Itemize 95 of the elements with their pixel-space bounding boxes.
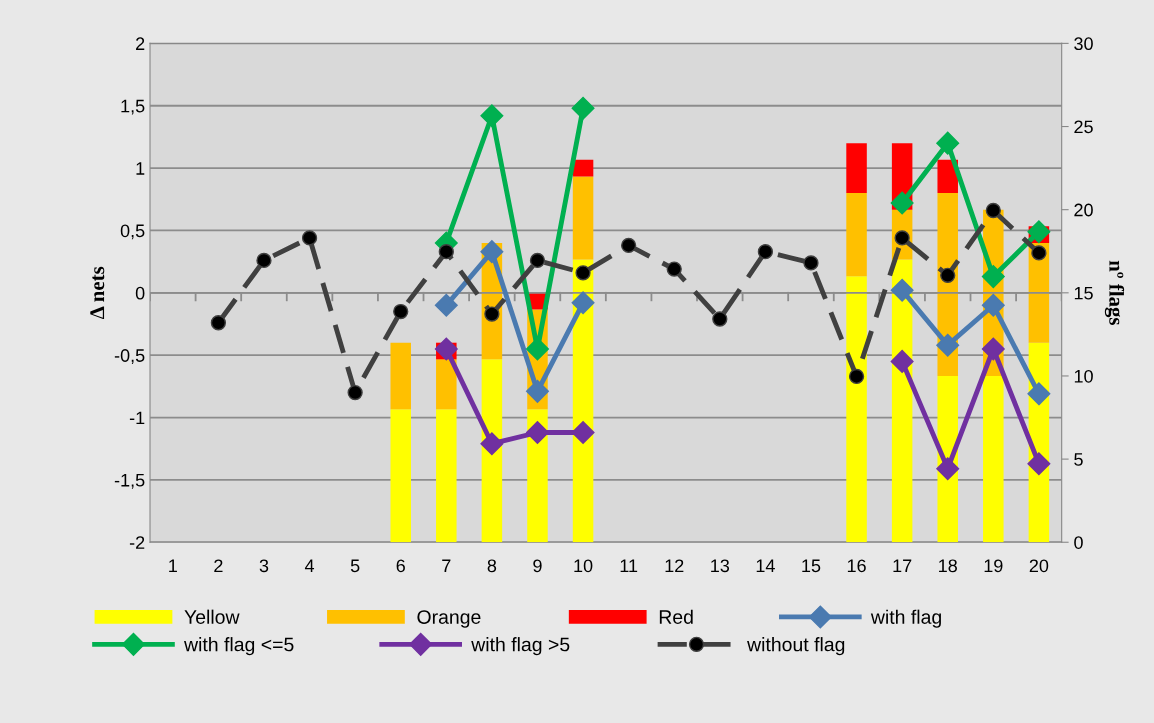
point: [985, 202, 1001, 219]
point: [936, 457, 960, 481]
x-tick-label: 14: [756, 559, 775, 572]
bar: [846, 193, 867, 277]
y-tick-label: -1: [129, 411, 145, 425]
point: [210, 315, 227, 331]
bar: [390, 342, 411, 410]
bar: [390, 409, 411, 543]
point: [434, 293, 458, 317]
point: [480, 104, 504, 128]
bar: [846, 143, 867, 194]
x-tick-label: 10: [574, 559, 593, 573]
x-tick-label: 6: [396, 559, 405, 573]
point: [981, 337, 1005, 361]
bar: [527, 409, 548, 543]
point: [434, 337, 458, 361]
y-tick-label: 1,5: [121, 99, 145, 115]
point: [936, 333, 960, 357]
point: [256, 252, 272, 269]
y-tick-label: 2: [136, 37, 145, 50]
point: [803, 255, 819, 271]
point: [529, 252, 546, 269]
bar: [436, 409, 457, 543]
y-tick-label: -0,5: [114, 349, 145, 365]
point: [1027, 452, 1051, 476]
y2-tick-label: 10: [1074, 369, 1093, 383]
x-tick-label: 2: [214, 559, 223, 572]
point: [347, 384, 363, 401]
legend-label: with flag: [870, 609, 941, 628]
point: [525, 379, 549, 403]
y2-tick-label: 5: [1074, 453, 1083, 466]
y-tick-label: -1,5: [114, 474, 145, 489]
point: [575, 265, 591, 281]
x-tick-label: 5: [350, 559, 360, 573]
x-tick-label: 8: [487, 559, 497, 573]
point: [1027, 382, 1051, 406]
x-tick-label: 17: [893, 559, 912, 572]
point: [1031, 245, 1047, 261]
x-tick-label: 7: [442, 559, 451, 572]
legend-label: with flag <=5: [184, 637, 294, 656]
y-tick-label: 0: [135, 286, 145, 300]
point: [484, 306, 500, 322]
point: [571, 421, 595, 444]
x-tick-label: 1: [169, 559, 177, 572]
point: [890, 278, 914, 302]
point: [981, 265, 1005, 289]
point: [571, 96, 595, 120]
y2-tick-label: 0: [1074, 536, 1083, 549]
legend-label: Orange: [417, 610, 481, 628]
point: [571, 291, 595, 315]
legend-label: Red: [659, 609, 693, 624]
x-tick-label: 18: [939, 559, 957, 573]
y2-tick-label: 25: [1074, 120, 1093, 134]
point: [936, 131, 960, 155]
point: [940, 267, 956, 283]
legend-label: with flag >5: [471, 637, 570, 656]
point: [981, 293, 1005, 317]
x-tick-label: 15: [802, 559, 821, 573]
point: [480, 240, 504, 264]
point: [890, 191, 914, 215]
bar: [572, 176, 594, 260]
point: [757, 244, 774, 260]
point: [666, 261, 682, 277]
legend-label: Yellow: [184, 609, 240, 624]
x-tick-label: 13: [711, 559, 730, 573]
x-tick-label: 11: [620, 559, 638, 572]
x-tick-label: 12: [665, 559, 684, 572]
legend-label: without flag: [747, 637, 845, 656]
y2-tick-label: 20: [1074, 203, 1093, 217]
point: [393, 303, 409, 320]
x-tick-label: 19: [984, 559, 1003, 573]
x-tick-label: 16: [847, 559, 866, 573]
x-tick-label: 20: [1029, 559, 1049, 573]
y2-axis-title: nº flags: [1104, 260, 1125, 325]
point: [1027, 220, 1051, 244]
point: [525, 421, 549, 444]
y-tick-label: 1: [136, 162, 145, 175]
x-tick-label: 3: [259, 559, 269, 573]
bar: [436, 359, 457, 410]
bar: [983, 375, 1004, 543]
point: [621, 237, 637, 254]
y2-tick-label: 30: [1074, 37, 1093, 51]
x-tick-label: 4: [304, 559, 315, 572]
y-axis-title: Δ nets: [90, 266, 105, 320]
y2-tick-label: 15: [1074, 286, 1093, 300]
point: [301, 230, 318, 246]
point: [848, 368, 865, 385]
point: [890, 349, 914, 373]
x-tick-label: 9: [533, 559, 542, 573]
point: [712, 311, 728, 327]
point: [438, 244, 454, 260]
y-tick-label: -2: [129, 536, 145, 549]
y-tick-label: 0,5: [120, 224, 145, 240]
bar: [846, 276, 867, 543]
point: [480, 432, 504, 456]
